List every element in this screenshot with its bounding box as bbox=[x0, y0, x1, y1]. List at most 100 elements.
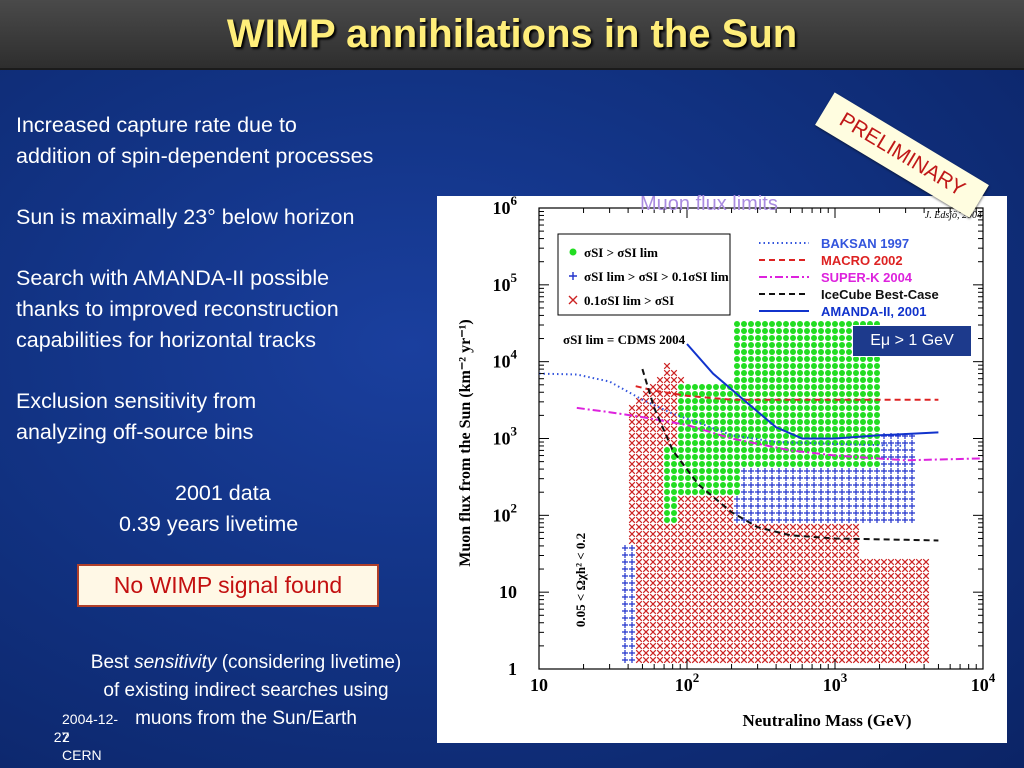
model-point-red bbox=[817, 572, 825, 580]
model-point-green bbox=[699, 454, 705, 460]
model-point-green bbox=[804, 349, 810, 355]
model-point-green bbox=[685, 447, 691, 453]
model-point-red bbox=[859, 607, 867, 615]
model-point-green bbox=[685, 426, 691, 432]
model-point-red bbox=[705, 537, 713, 545]
model-point-green bbox=[720, 419, 726, 425]
model-point-red bbox=[796, 523, 804, 531]
model-point-green bbox=[818, 328, 824, 334]
model-point-blue bbox=[748, 482, 754, 488]
model-point-red bbox=[810, 607, 818, 615]
model-point-red bbox=[782, 642, 790, 650]
model-point-red bbox=[831, 530, 839, 538]
model-point-red bbox=[754, 558, 762, 566]
model-point-green bbox=[832, 384, 838, 390]
model-point-red bbox=[698, 600, 706, 608]
model-point-blue bbox=[867, 468, 873, 474]
model-point-green bbox=[790, 370, 796, 376]
model-point-green bbox=[797, 328, 803, 334]
model-point-red bbox=[670, 523, 678, 531]
model-point-red bbox=[922, 642, 930, 650]
model-point-red bbox=[649, 565, 657, 573]
model-point-red bbox=[901, 565, 909, 573]
model-point-red bbox=[656, 397, 664, 405]
model-point-red bbox=[663, 565, 671, 573]
model-point-blue bbox=[909, 496, 915, 502]
model-point-red bbox=[642, 621, 650, 629]
model-point-red bbox=[915, 579, 923, 587]
model-point-red bbox=[628, 404, 636, 412]
model-point-red bbox=[796, 642, 804, 650]
model-point-blue bbox=[909, 489, 915, 495]
model-point-blue bbox=[853, 468, 859, 474]
model-point-red bbox=[789, 537, 797, 545]
model-point-blue bbox=[762, 503, 768, 509]
model-point-green bbox=[867, 440, 873, 446]
model-point-red bbox=[656, 544, 664, 552]
model-point-red bbox=[838, 628, 846, 636]
model-point-red bbox=[775, 579, 783, 587]
model-point-green bbox=[734, 440, 740, 446]
model-point-red bbox=[803, 607, 811, 615]
model-point-red bbox=[670, 593, 678, 601]
model-point-green bbox=[783, 433, 789, 439]
model-point-red bbox=[922, 614, 930, 622]
x-tick-label: 10 bbox=[530, 675, 548, 695]
model-point-green bbox=[818, 356, 824, 362]
model-point-red bbox=[824, 642, 832, 650]
model-point-green bbox=[867, 363, 873, 369]
model-point-red bbox=[663, 621, 671, 629]
model-point-blue bbox=[846, 482, 852, 488]
model-point-blue bbox=[832, 496, 838, 502]
model-point-red bbox=[733, 607, 741, 615]
model-point-blue bbox=[629, 580, 635, 586]
model-point-blue bbox=[874, 517, 880, 523]
model-point-red bbox=[859, 558, 867, 566]
model-point-red bbox=[635, 649, 643, 657]
model-point-blue bbox=[622, 629, 628, 635]
model-point-blue bbox=[811, 468, 817, 474]
model-point-blue bbox=[762, 510, 768, 516]
model-point-red bbox=[726, 614, 734, 622]
model-point-red bbox=[635, 635, 643, 643]
model-point-green bbox=[678, 405, 684, 411]
model-point-green bbox=[825, 356, 831, 362]
model-point-red bbox=[642, 488, 650, 496]
model-point-green bbox=[811, 349, 817, 355]
model-point-blue bbox=[804, 468, 810, 474]
sensitivity-note: Best sensitivity (considering livetime) … bbox=[54, 649, 438, 733]
model-point-red bbox=[894, 600, 902, 608]
model-point-red bbox=[754, 628, 762, 636]
model-point-red bbox=[754, 537, 762, 545]
model-point-red bbox=[670, 390, 678, 398]
model-point-green bbox=[783, 349, 789, 355]
model-point-green bbox=[713, 398, 719, 404]
model-point-green bbox=[874, 440, 880, 446]
model-point-red bbox=[915, 607, 923, 615]
x-tick-exponent: 2 bbox=[693, 670, 700, 685]
model-point-green bbox=[874, 363, 880, 369]
model-point-red bbox=[635, 488, 643, 496]
model-point-green bbox=[699, 412, 705, 418]
model-point-green bbox=[797, 356, 803, 362]
model-point-green bbox=[825, 349, 831, 355]
model-point-green bbox=[811, 363, 817, 369]
model-point-green bbox=[776, 356, 782, 362]
model-point-red bbox=[817, 537, 825, 545]
model-point-red bbox=[803, 649, 811, 657]
model-point-green bbox=[825, 363, 831, 369]
model-point-red bbox=[649, 502, 657, 510]
model-point-green bbox=[692, 419, 698, 425]
model-point-blue bbox=[867, 517, 873, 523]
model-point-red bbox=[894, 579, 902, 587]
model-point-red bbox=[866, 621, 874, 629]
model-point-red bbox=[691, 551, 699, 559]
model-point-blue bbox=[629, 573, 635, 579]
model-point-red bbox=[775, 600, 783, 608]
model-point-red bbox=[677, 572, 685, 580]
model-point-red bbox=[642, 439, 650, 447]
model-point-red bbox=[726, 544, 734, 552]
model-point-green bbox=[860, 363, 866, 369]
model-point-blue bbox=[846, 510, 852, 516]
